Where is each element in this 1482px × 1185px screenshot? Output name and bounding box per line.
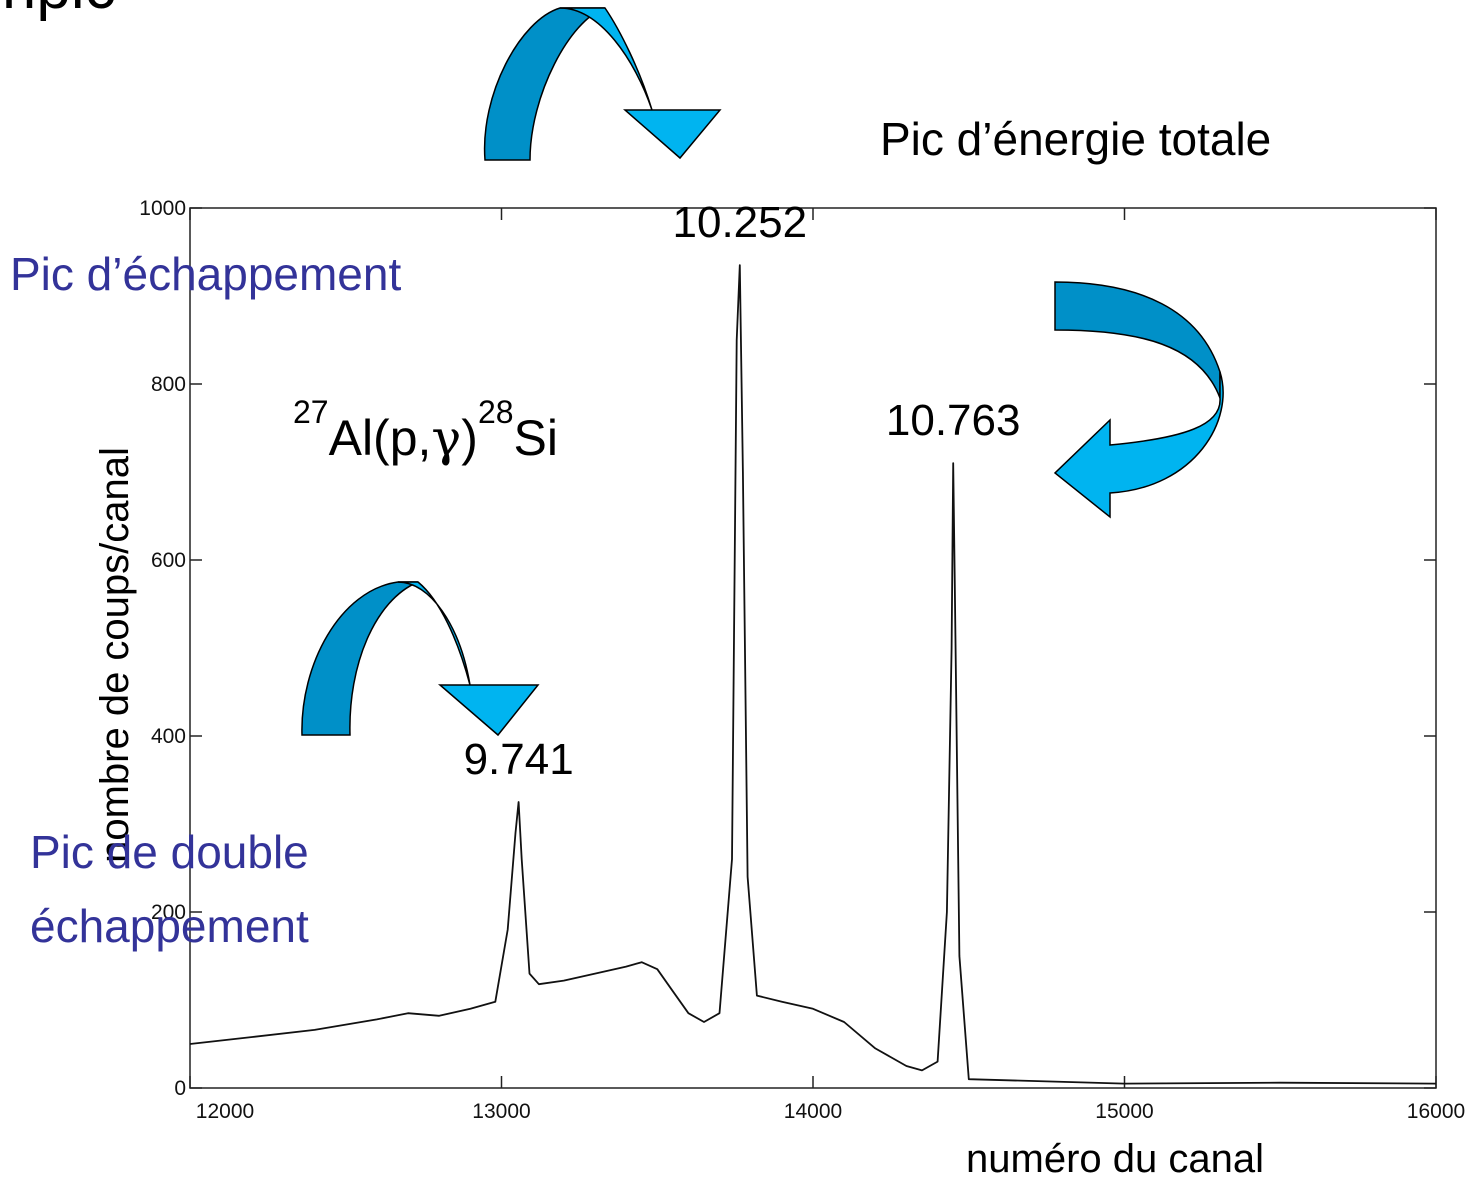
curved-arrow-icon	[1053, 281, 1224, 519]
reaction-formula: 27Al(p,γ)28Si	[293, 394, 558, 467]
x-axis: 12000 13000 14000 15000 16000	[189, 208, 1465, 1123]
spectrum-line	[189, 264, 1437, 1085]
double-escape-annotation-line1: Pic de double	[30, 826, 309, 878]
x-tick-label: 16000	[1407, 1100, 1465, 1123]
y-tick-label: 400	[151, 725, 186, 748]
peak-label: 10.252	[673, 198, 808, 247]
y-axis: 0 200 400 600 800 1000	[139, 197, 1436, 1100]
x-tick-label: 14000	[784, 1100, 842, 1123]
y-axis-label: nombre de coups/canal	[93, 447, 137, 863]
y-tick-label: 600	[151, 549, 186, 572]
x-tick-label: 15000	[1095, 1100, 1153, 1123]
peak-label: 9.741	[464, 735, 574, 784]
peak-label: 10.763	[886, 396, 1021, 445]
curved-arrow-icon	[301, 581, 540, 737]
plot-frame	[189, 207, 1437, 1089]
x-axis-label: numéro du canal	[966, 1137, 1264, 1180]
curved-arrow-icon	[483, 7, 722, 161]
x-tick-label: 13000	[472, 1100, 530, 1123]
y-tick-label: 0	[174, 1077, 186, 1100]
y-tick-label: 1000	[139, 197, 186, 220]
escape-annotation: Pic d’échappement	[10, 248, 401, 300]
slide-title: ripic	[2, 0, 116, 22]
y-tick-label: 800	[151, 373, 186, 396]
double-escape-annotation-line2: échappement	[30, 900, 309, 952]
x-tick-label: 12000	[196, 1100, 254, 1123]
full-energy-annotation: Pic d’énergie totale	[880, 113, 1271, 165]
y-tick-label: 200	[151, 901, 186, 924]
peak-labels: 9.741 10.252 10.763	[464, 198, 1021, 784]
